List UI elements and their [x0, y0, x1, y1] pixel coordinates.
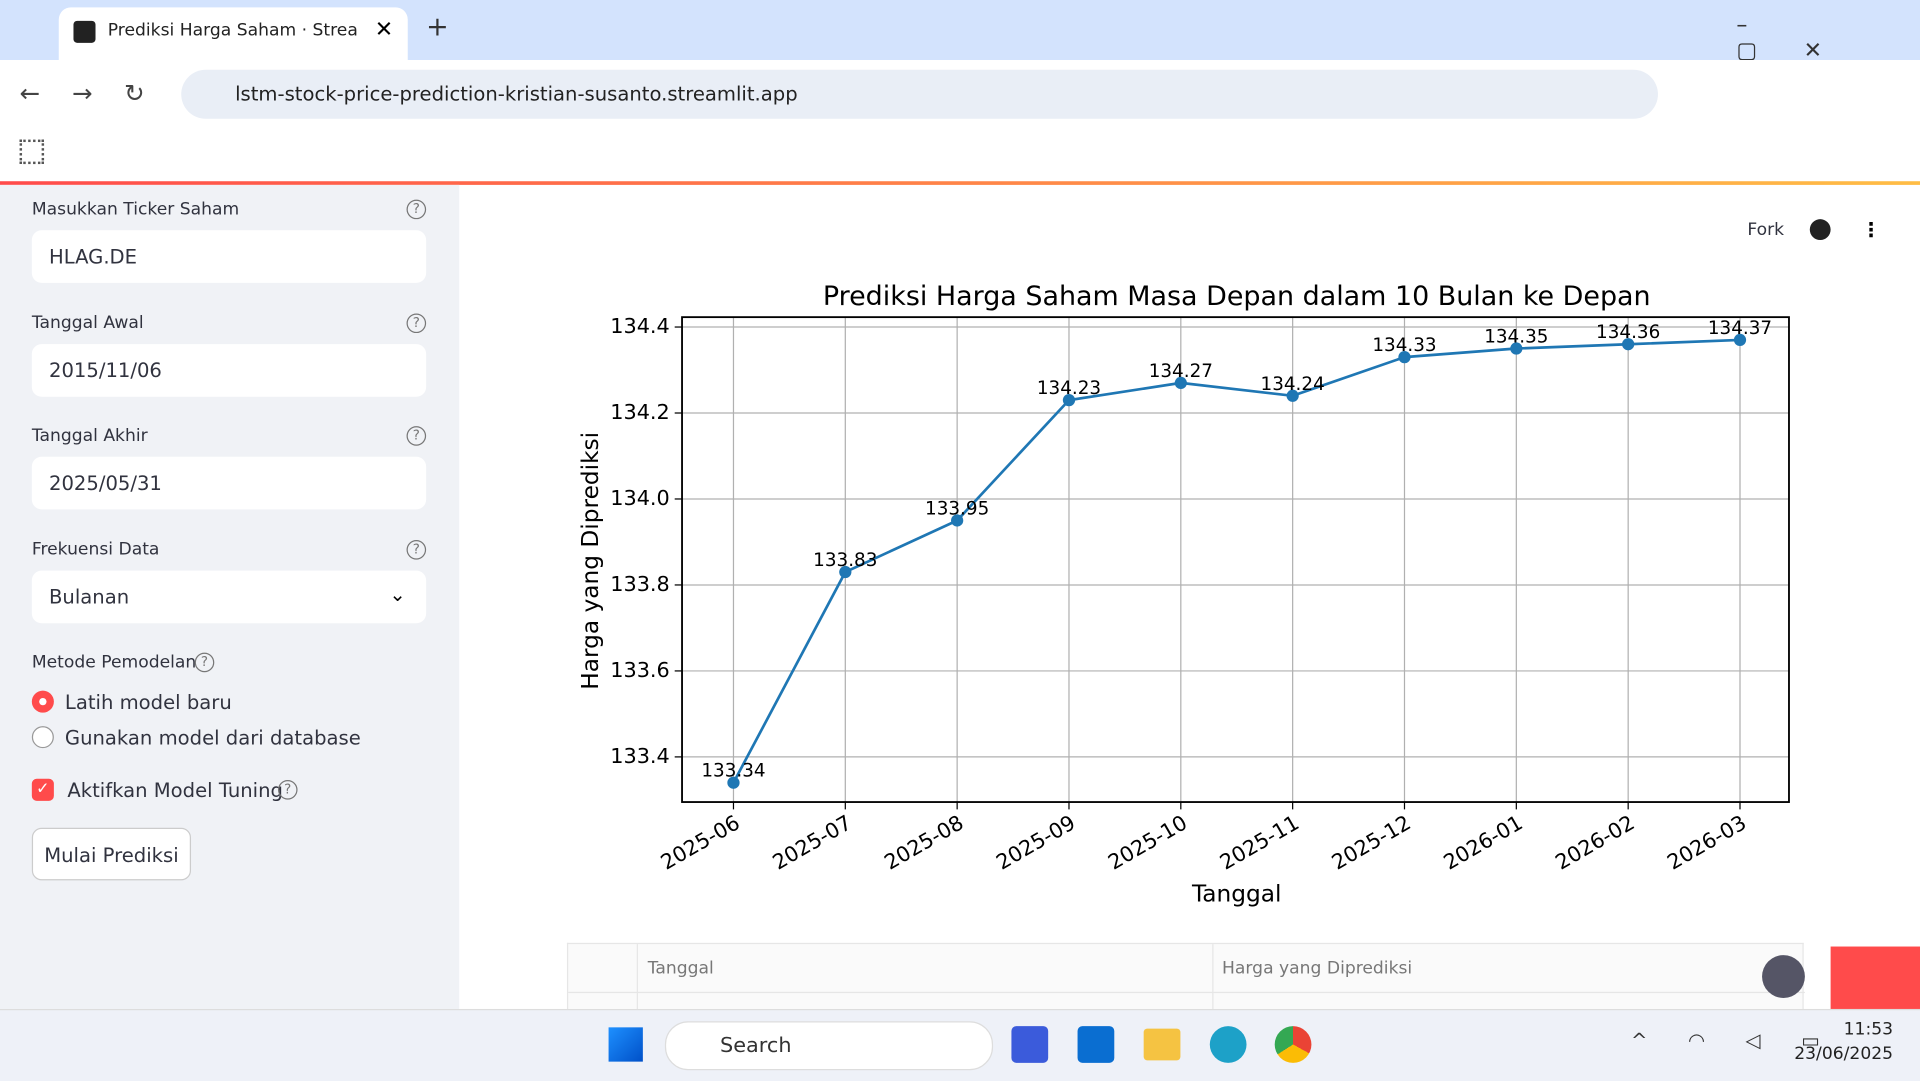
chevron: ⌄: [389, 582, 406, 607]
button[interactable]: Mulai Prediksi: [31, 827, 192, 881]
column-header[interactable]: Harga yang Diprediksi: [1222, 958, 1413, 979]
line: [732, 338, 1741, 784]
address-bar[interactable]: lstm-stock-price-prediction-kristian-sus…: [181, 69, 1658, 119]
help-icon[interactable]: ?: [194, 652, 215, 673]
x-tick-label: 2025-09: [992, 810, 1079, 874]
point: [1622, 338, 1635, 351]
help-icon[interactable]: ?: [406, 313, 427, 334]
help-icon[interactable]: ?: [406, 199, 427, 220]
checkbox-label[interactable]: Aktifkan Model Tuning: [67, 778, 283, 803]
x-tick-label: 2025-07: [768, 810, 855, 874]
field-label: Tanggal Akhir: [31, 426, 148, 446]
clock-date: 23/06/2025: [1794, 1044, 1894, 1065]
data-label: 133.83: [813, 550, 877, 571]
tab[interactable]: Prediksi Harga Saham · Streamlit ✕: [58, 7, 408, 61]
x-tick-label: 2025-10: [1104, 810, 1191, 874]
app-icon[interactable]: [1143, 1028, 1181, 1061]
help-icon[interactable]: ?: [406, 540, 427, 560]
menu-icon[interactable]: ⋮: [1861, 217, 1881, 242]
radio-option[interactable]: Latih model baru: [64, 690, 232, 714]
streamlit-badge[interactable]: [1830, 946, 1920, 1009]
x-tick-label: 2026-03: [1663, 810, 1750, 874]
table: Tanggal Harga yang Diprediksi: [566, 942, 1805, 1011]
tab-close[interactable]: ✕: [374, 17, 394, 43]
radio-label: Metode Pemodelan: [31, 652, 197, 673]
data-label: 134.33: [1372, 335, 1436, 356]
help-icon[interactable]: ?: [406, 426, 427, 446]
data-label: 133.34: [701, 761, 765, 782]
tab-title: Prediksi Harga Saham · Streamlit: [107, 20, 359, 41]
x-tick-label: 2025-08: [880, 810, 967, 874]
x-tick-label: 2026-01: [1439, 810, 1526, 874]
progress-bar: [0, 181, 1920, 185]
y-tick-label: 134.0: [610, 486, 670, 510]
x-tick-label: 2026-02: [1551, 810, 1638, 874]
x-axis-label: Tanggal: [1191, 881, 1282, 908]
app-icon[interactable]: [1209, 1026, 1247, 1063]
github-icon[interactable]: [1809, 219, 1831, 241]
radio[interactable]: [31, 726, 54, 749]
x-tick-label: 2025-11: [1216, 810, 1303, 874]
apps-icon[interactable]: [19, 139, 45, 165]
app-icon[interactable]: [1274, 1026, 1312, 1063]
point: [1286, 389, 1299, 402]
avatar[interactable]: [1762, 955, 1805, 998]
y-tick-label: 133.6: [610, 658, 670, 682]
app-icon[interactable]: [1011, 1026, 1049, 1063]
data-label: 134.27: [1149, 361, 1213, 382]
x-tick-label: 2025-12: [1328, 810, 1415, 874]
field-label: Tanggal Awal: [31, 313, 144, 334]
search-box[interactable]: Search: [664, 1021, 994, 1071]
select[interactable]: Bulanan: [31, 570, 427, 624]
help-icon[interactable]: ?: [277, 780, 298, 800]
text-input[interactable]: HLAG.DE: [31, 230, 427, 283]
column-header[interactable]: Tanggal: [647, 958, 714, 979]
start-button[interactable]: [608, 1027, 643, 1062]
y-tick-label: 134.2: [610, 400, 670, 424]
data-label: 134.23: [1037, 378, 1101, 399]
x-tick-label: 2025-06: [657, 810, 744, 874]
url: lstm-stock-price-prediction-kristian-sus…: [235, 82, 798, 106]
y-tick-label: 133.4: [610, 744, 670, 768]
data-label: 133.95: [925, 498, 989, 519]
chart: Prediksi Harga Saham Masa Depan dalam 10…: [577, 281, 1790, 908]
data-label: 134.35: [1484, 327, 1548, 348]
y-tick-label: 134.4: [610, 314, 670, 338]
y-tick-label: 133.8: [610, 572, 670, 596]
clock-time: 11:53: [1843, 1020, 1894, 1040]
point: [1174, 376, 1187, 390]
tray-icons[interactable]: ^ ◠ ◁ ▭: [1631, 1028, 1837, 1052]
date-input[interactable]: 2025/05/31: [31, 456, 427, 510]
nav-buttons[interactable]: ←→↻: [19, 78, 177, 108]
favicon: [73, 20, 96, 43]
y-axis-label: Harga yang Diprediksi: [577, 432, 604, 690]
window-controls[interactable]: –▢✕: [1736, 12, 1869, 64]
point: [951, 514, 964, 527]
chart-title: Prediksi Harga Saham Masa Depan dalam 10…: [823, 281, 1651, 312]
point: [1062, 393, 1076, 407]
point: [1733, 333, 1747, 347]
radio-selected[interactable]: [31, 690, 54, 713]
field-label: Masukkan Ticker Saham: [31, 199, 240, 220]
date-input[interactable]: 2015/11/06: [31, 344, 427, 397]
point: [1398, 350, 1411, 364]
fork-link[interactable]: Fork: [1747, 220, 1785, 241]
data-label: 134.24: [1261, 374, 1325, 395]
plot-frame: [681, 316, 1790, 803]
field-label: Frekuensi Data: [31, 540, 160, 560]
point: [839, 565, 852, 579]
app-icon[interactable]: [1077, 1026, 1115, 1063]
point: [727, 776, 740, 789]
data-label: 134.36: [1596, 322, 1660, 343]
new-tab[interactable]: +: [426, 12, 449, 43]
point: [1510, 342, 1523, 355]
data-label: 134.37: [1708, 318, 1772, 339]
radio-option[interactable]: Gunakan model dari database: [64, 726, 361, 750]
checkbox[interactable]: ✓: [31, 778, 54, 801]
search-text: Search: [720, 1033, 792, 1058]
